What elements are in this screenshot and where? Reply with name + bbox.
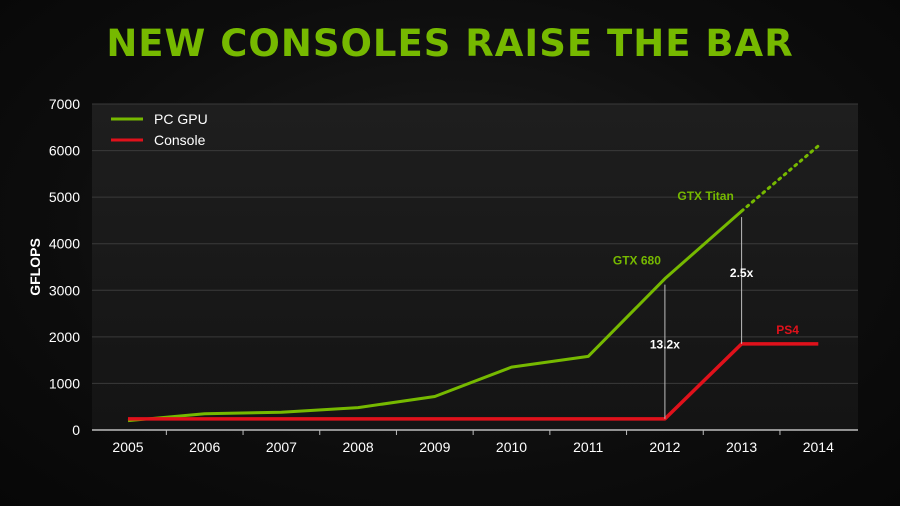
annotation-label: GTX 680 (613, 254, 661, 268)
y-axis-label: GFLOPS (27, 238, 43, 296)
legend-label: Console (154, 132, 206, 148)
series-line-console (128, 342, 819, 421)
x-tick-label: 2012 (649, 439, 680, 455)
x-tick-label: 2011 (573, 439, 603, 455)
y-tick-label: 6000 (49, 143, 80, 159)
x-tick-label: 2013 (726, 439, 757, 455)
legend: PC GPU Console (111, 111, 208, 148)
x-tick-label: 2010 (496, 439, 527, 455)
x-tick-label: 2007 (266, 439, 297, 455)
annotation-label: 2.5x (730, 266, 754, 280)
y-tick-label: 3000 (49, 282, 80, 298)
y-tick-label: 2000 (49, 329, 80, 345)
series-line-pc-gpu (127, 209, 743, 423)
legend-label: PC GPU (154, 111, 208, 127)
x-tick-label: 2008 (343, 439, 374, 455)
annotation-label: GTX Titan (677, 189, 733, 203)
plot-area (92, 104, 858, 430)
series-layer (127, 144, 820, 423)
annotation-label: PS4 (776, 323, 799, 337)
y-tick-label: 4000 (49, 236, 80, 252)
grid-lines (92, 103, 858, 384)
y-tick-label: 5000 (49, 189, 80, 205)
y-tick-label: 1000 (49, 375, 80, 391)
x-tick-label: 2009 (419, 439, 450, 455)
annotation-layer: GTX 680 GTX Titan PS4 13.2x 2.5x (613, 189, 799, 419)
slide-title: NEW CONSOLES RAISE THE BAR (106, 22, 794, 65)
y-tick-label: 0 (72, 422, 80, 438)
axes: 0 1000 2000 3000 4000 5000 6000 7000 2005 2006 200… (49, 96, 858, 455)
x-tick-label: 2006 (189, 439, 220, 455)
x-tick-label: 2005 (112, 439, 143, 455)
series-line-pc-gpu-projected (740, 144, 820, 213)
y-tick-label: 7000 (49, 96, 80, 112)
x-tick-label: 2014 (803, 439, 834, 455)
annotation-label: 13.2x (650, 338, 680, 352)
